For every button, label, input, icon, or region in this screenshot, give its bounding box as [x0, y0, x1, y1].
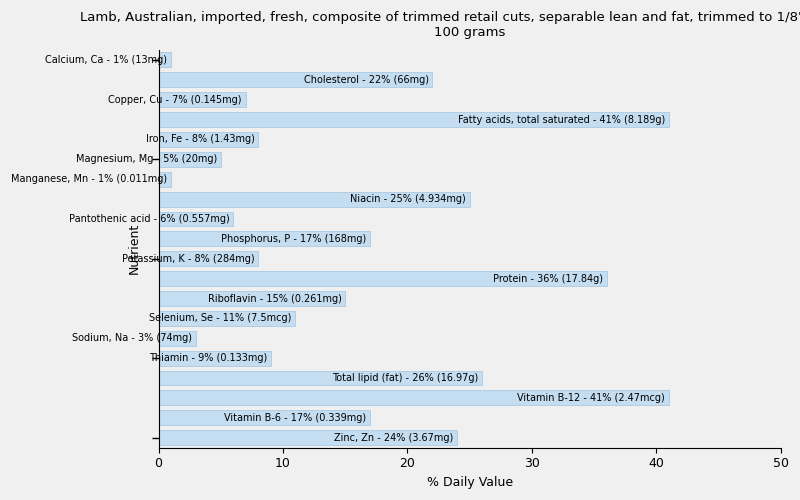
- Text: Manganese, Mn - 1% (0.011mg): Manganese, Mn - 1% (0.011mg): [11, 174, 167, 184]
- Bar: [158, 132, 258, 147]
- Bar: [158, 291, 346, 306]
- Text: Copper, Cu - 7% (0.145mg): Copper, Cu - 7% (0.145mg): [109, 94, 242, 104]
- Text: Sodium, Na - 3% (74mg): Sodium, Na - 3% (74mg): [72, 334, 192, 344]
- Text: Potassium, K - 8% (284mg): Potassium, K - 8% (284mg): [122, 254, 254, 264]
- Text: Cholesterol - 22% (66mg): Cholesterol - 22% (66mg): [304, 75, 429, 85]
- Text: Zinc, Zn - 24% (3.67mg): Zinc, Zn - 24% (3.67mg): [334, 432, 454, 442]
- Text: Magnesium, Mg - 5% (20mg): Magnesium, Mg - 5% (20mg): [76, 154, 217, 164]
- Bar: [158, 350, 270, 366]
- Bar: [158, 252, 258, 266]
- Bar: [158, 112, 669, 127]
- Bar: [158, 232, 370, 246]
- Bar: [158, 212, 234, 226]
- Text: Riboflavin - 15% (0.261mg): Riboflavin - 15% (0.261mg): [208, 294, 342, 304]
- Bar: [158, 430, 458, 445]
- Bar: [158, 52, 171, 68]
- Bar: [158, 152, 221, 167]
- Text: Iron, Fe - 8% (1.43mg): Iron, Fe - 8% (1.43mg): [146, 134, 254, 144]
- Text: Vitamin B-12 - 41% (2.47mcg): Vitamin B-12 - 41% (2.47mcg): [518, 393, 665, 403]
- Bar: [158, 172, 171, 186]
- Text: Fatty acids, total saturated - 41% (8.189g): Fatty acids, total saturated - 41% (8.18…: [458, 114, 665, 124]
- X-axis label: % Daily Value: % Daily Value: [426, 476, 513, 489]
- Bar: [158, 370, 482, 386]
- Bar: [158, 410, 370, 425]
- Text: Thiamin - 9% (0.133mg): Thiamin - 9% (0.133mg): [149, 353, 267, 363]
- Bar: [158, 271, 606, 286]
- Title: Lamb, Australian, imported, fresh, composite of trimmed retail cuts, separable l: Lamb, Australian, imported, fresh, compo…: [80, 11, 800, 39]
- Text: Calcium, Ca - 1% (13mg): Calcium, Ca - 1% (13mg): [46, 55, 167, 65]
- Text: Protein - 36% (17.84g): Protein - 36% (17.84g): [493, 274, 603, 283]
- Text: Pantothenic acid - 6% (0.557mg): Pantothenic acid - 6% (0.557mg): [69, 214, 230, 224]
- Bar: [158, 192, 470, 206]
- Bar: [158, 311, 295, 326]
- Bar: [158, 72, 432, 88]
- Bar: [158, 331, 196, 345]
- Text: Selenium, Se - 11% (7.5mcg): Selenium, Se - 11% (7.5mcg): [150, 314, 292, 324]
- Bar: [158, 390, 669, 406]
- Text: Vitamin B-6 - 17% (0.339mg): Vitamin B-6 - 17% (0.339mg): [224, 413, 366, 423]
- Text: Phosphorus, P - 17% (168mg): Phosphorus, P - 17% (168mg): [221, 234, 366, 244]
- Y-axis label: Nutrient: Nutrient: [128, 223, 141, 274]
- Text: Total lipid (fat) - 26% (16.97g): Total lipid (fat) - 26% (16.97g): [332, 373, 478, 383]
- Text: Niacin - 25% (4.934mg): Niacin - 25% (4.934mg): [350, 194, 466, 204]
- Bar: [158, 92, 246, 107]
